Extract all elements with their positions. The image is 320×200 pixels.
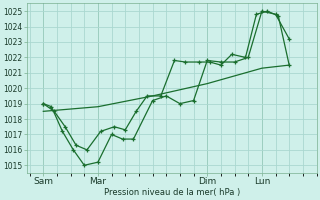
X-axis label: Pression niveau de la mer( hPa ): Pression niveau de la mer( hPa ) bbox=[104, 188, 240, 197]
